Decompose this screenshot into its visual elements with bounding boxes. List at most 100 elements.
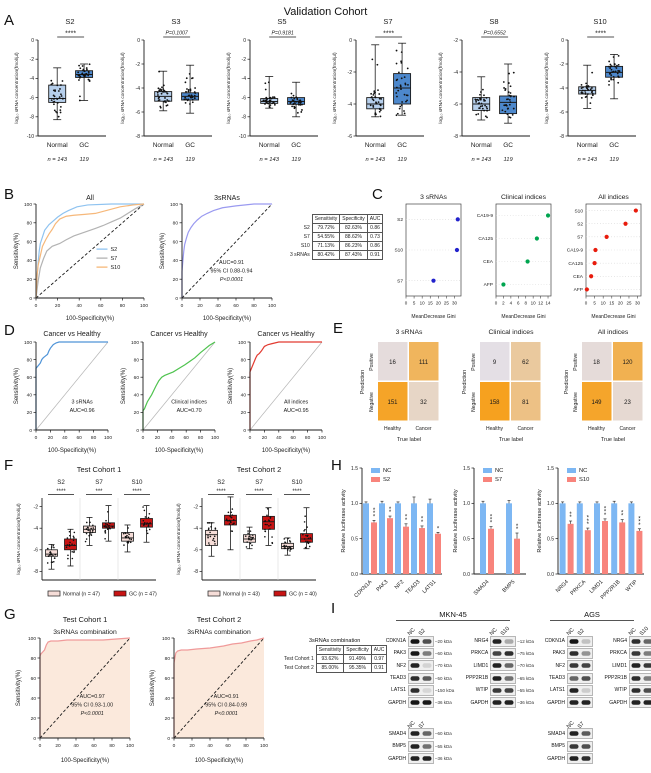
roc-3srnas: 3sRNAs 00 20 20 40 40 60 60 80 80 100 100 100-Specif… (160, 195, 276, 322)
blot-column: NC S7 SMAD4 BMP5 GAPDH (533, 715, 651, 765)
svg-text:-6: -6 (242, 95, 247, 101)
blot-column: NC S7 SMAD4 –60 kDa BMP5 –55 kDa GAPDH –36 kDa (374, 715, 532, 765)
svg-text:*: * (587, 522, 590, 528)
blot-band-image (567, 648, 593, 659)
svg-text:S8: S8 (489, 17, 498, 26)
protein-label: TEAD3 (389, 675, 406, 682)
svg-text:Cancer: Cancer (619, 426, 635, 432)
svg-text:All indices: All indices (598, 329, 629, 336)
svg-text:40: 40 (31, 696, 37, 702)
svg-text:Test Cohort 2: Test Cohort 2 (237, 465, 282, 474)
svg-text:60: 60 (173, 239, 179, 245)
blot-band-image (567, 740, 593, 752)
svg-text:25: 25 (626, 301, 632, 306)
panel-A-charts: S2 **** 0 -2 -4 -6 -8 -10 log₁₀ sRNA concentrati… (10, 14, 646, 184)
svg-text:80: 80 (27, 357, 33, 363)
svg-text:0: 0 (136, 428, 139, 434)
svg-text:0.0: 0.0 (463, 572, 470, 578)
blot-row: LATS1 (533, 684, 593, 696)
protein-label: GAPDH (470, 699, 489, 706)
protein-label: NRG4 (474, 638, 489, 645)
svg-text:S10: S10 (593, 17, 606, 26)
roc-test-cohort-2: Test Cohort 2 3sRNAs combination 00 20 20 40 4… (150, 615, 268, 764)
svg-text:Sensitivity(%): Sensitivity(%) (16, 670, 22, 706)
svg-text:****: **** (595, 31, 606, 38)
svg-text:0.5: 0.5 (547, 536, 554, 542)
svg-text:60: 60 (233, 303, 239, 309)
blot-band-image (490, 685, 517, 696)
protein-label: PPP2R1B (465, 675, 489, 682)
svg-text:GC: GC (291, 142, 301, 149)
svg-text:Relative luciferase activity: Relative luciferase activity (341, 489, 347, 553)
svg-text:All indices: All indices (598, 194, 629, 201)
svg-text:0: 0 (142, 435, 145, 441)
protein-label: NF2 (555, 662, 565, 669)
protein-label: WTIP (614, 687, 628, 694)
svg-text:119: 119 (79, 157, 89, 163)
protein-label: TEAD3 (548, 675, 565, 682)
svg-text:GC (n = 40): GC (n = 40) (289, 592, 317, 598)
svg-text:Healthy: Healthy (384, 426, 401, 432)
protein-label: PPP2R1B (604, 675, 627, 682)
svg-text:-6: -6 (194, 548, 199, 554)
roc-all: All 00 20 20 40 40 60 60 80 80 100 100 100-Specifici… (14, 195, 148, 322)
svg-text:12: 12 (538, 301, 544, 306)
blot-row: PRKCA –75 kDa (456, 647, 534, 659)
svg-text:Negative: Negative (573, 392, 579, 412)
svg-text:*: * (621, 514, 624, 520)
svg-text:15: 15 (428, 301, 434, 306)
svg-text:10: 10 (531, 301, 537, 306)
blot-band-image (629, 672, 651, 684)
blot-row: NRG4 –12 kDa (456, 635, 534, 647)
blot-row: PAK3 (533, 647, 593, 659)
svg-text:S5: S5 (277, 17, 286, 26)
svg-text:n = 143: n = 143 (577, 157, 597, 163)
svg-text:80: 80 (134, 357, 140, 363)
blot-row: NF2 (533, 660, 593, 672)
svg-text:100-Specificity(%): 100-Specificity(%) (48, 448, 96, 454)
boxplot-s7: S7 **** 0 -2 -4 -6 log₁₀ sRNA concentration(fm… (332, 17, 424, 163)
svg-text:40: 40 (173, 258, 179, 264)
svg-text:Sensitivity(%): Sensitivity(%) (150, 670, 156, 706)
svg-text:-4: -4 (454, 70, 459, 76)
svg-text:GC: GC (503, 142, 513, 149)
protein-label: LATS1 (391, 687, 406, 694)
kda-label: –150 kDa (435, 687, 455, 693)
svg-text:20: 20 (189, 743, 195, 749)
svg-text:40: 40 (77, 303, 83, 309)
svg-text:GC: GC (609, 142, 619, 149)
svg-text:Cancer vs Healthy: Cancer vs Healthy (43, 331, 101, 338)
svg-text:*: * (516, 527, 519, 533)
svg-text:20: 20 (134, 410, 140, 416)
roc-clinical-cv: Cancer vs Healthy 00 20 20 40 40 60 60 80 80 100 10… (121, 331, 219, 454)
svg-text:****: **** (383, 31, 394, 38)
svg-text:0: 0 (495, 301, 498, 306)
kda-label: –36 kDa (517, 700, 535, 706)
svg-text:-4: -4 (194, 526, 199, 532)
svg-text:119: 119 (609, 157, 619, 163)
gini-3srnas: 3 sRNAs S2 S10 S7 0 5 10 15 20 25 30 MeanDecrease G… (394, 194, 462, 320)
blot-band-image (408, 697, 434, 708)
svg-text:-6: -6 (348, 134, 353, 140)
svg-text:-8: -8 (560, 134, 565, 140)
svg-text:Sensitivity(%): Sensitivity(%) (121, 368, 127, 404)
blot-row: GAPDH (533, 752, 651, 764)
svg-text:P<0.0001: P<0.0001 (220, 277, 243, 283)
svg-text:-4: -4 (34, 526, 39, 532)
svg-text:*: * (405, 518, 408, 524)
svg-text:60: 60 (291, 435, 297, 441)
svg-text:100: 100 (24, 202, 32, 208)
blot-row: CDKN1A (533, 635, 593, 647)
svg-text:*: * (604, 513, 607, 519)
kda-label: –12 kDa (517, 638, 535, 644)
svg-text:40: 40 (241, 393, 247, 399)
kda-label: –60 kDa (435, 731, 452, 737)
blot-band-image (490, 672, 517, 684)
blot-band-image (567, 635, 593, 647)
svg-text:*: * (373, 508, 376, 514)
svg-text:0: 0 (39, 743, 42, 749)
svg-text:100: 100 (238, 340, 246, 346)
svg-text:100-Specificity(%): 100-Specificity(%) (61, 758, 109, 764)
svg-text:*: * (421, 520, 424, 526)
svg-text:25: 25 (444, 301, 450, 306)
